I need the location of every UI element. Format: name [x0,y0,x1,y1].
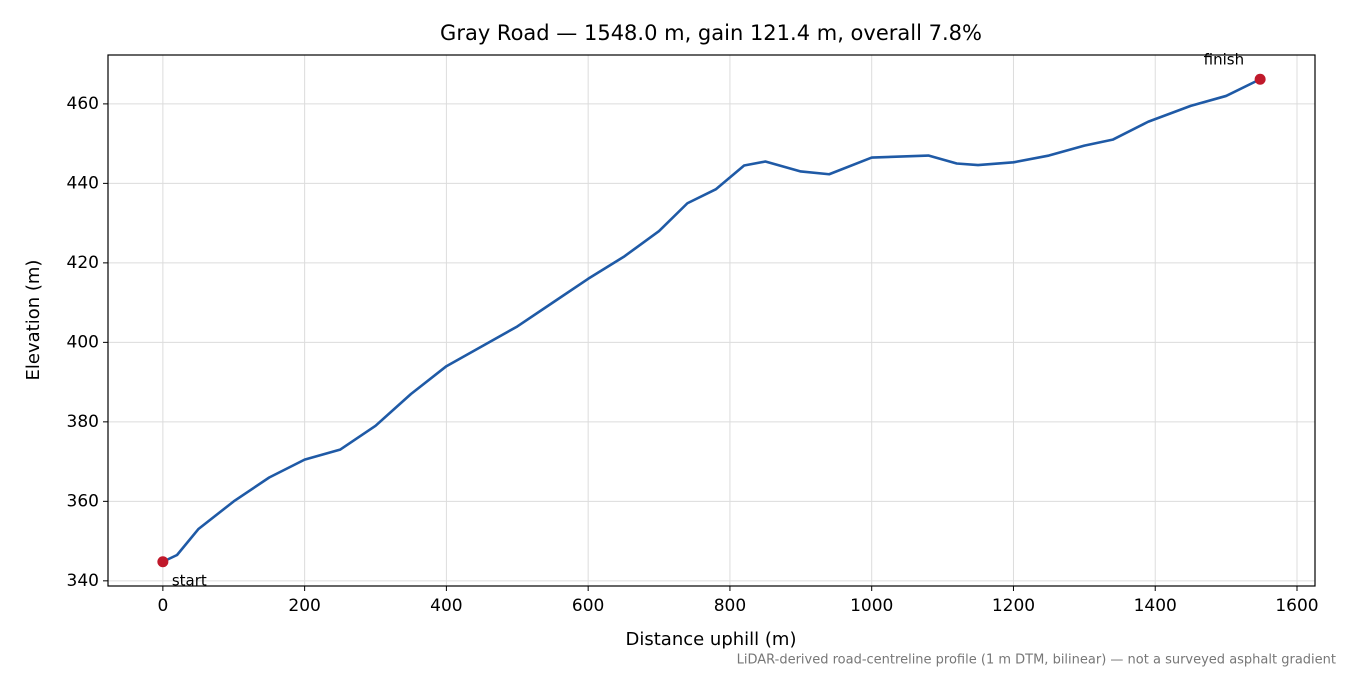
y-tick-label: 440 [67,173,99,193]
y-tick-label: 420 [67,253,99,273]
x-tick-label: 200 [288,596,320,616]
start-marker [157,556,169,568]
y-axis-label: Elevation (m) [23,260,44,381]
x-tick-label: 1400 [1134,596,1177,616]
plot-frame [107,54,1316,587]
x-tick-label: 800 [714,596,746,616]
x-tick-label: 400 [430,596,462,616]
y-tick-label: 380 [67,412,99,432]
y-tick-label: 460 [67,94,99,114]
elevation-line [162,78,1261,563]
x-tick-label: 1600 [1275,596,1318,616]
footnote: LiDAR-derived road-centreline profile (1… [737,653,1336,668]
x-tick-label: 0 [157,596,168,616]
x-tick-label: 1000 [850,596,893,616]
x-axis-label: Distance uphill (m) [626,629,797,650]
start-label: start [172,571,207,589]
finish-label: finish [1204,51,1244,69]
finish-marker [1254,73,1266,85]
y-tick-label: 340 [67,571,99,591]
chart-title: Gray Road — 1548.0 m, gain 121.4 m, over… [440,21,982,45]
x-tick-label: 1200 [992,596,1035,616]
y-tick-label: 360 [67,491,99,511]
y-tick-label: 400 [67,332,99,352]
x-tick-label: 600 [572,596,604,616]
